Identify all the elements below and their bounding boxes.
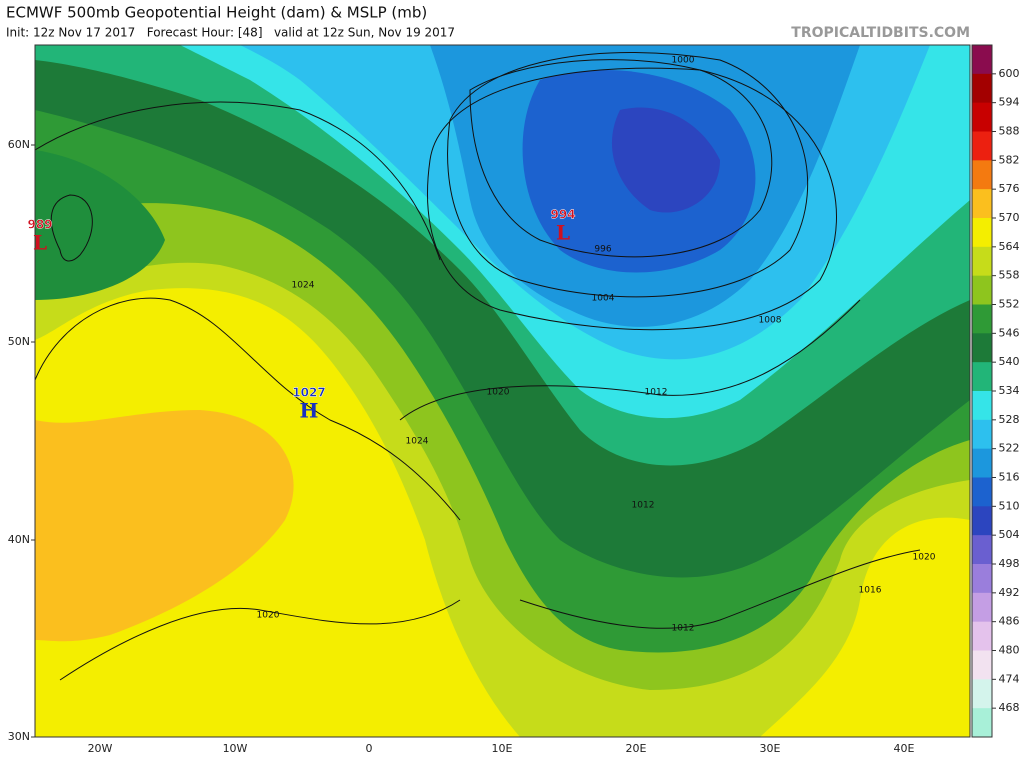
site-name: TROPICALTIDBITS.COM bbox=[791, 25, 970, 41]
colorbar-cell bbox=[972, 45, 992, 75]
colorbar-cell bbox=[972, 246, 992, 277]
lat-label: 40N bbox=[8, 533, 30, 546]
colorbar-cell bbox=[972, 391, 992, 421]
colorbar-label: 522 bbox=[999, 442, 1020, 455]
colorbar-label: 498 bbox=[999, 557, 1020, 570]
lat-label: 50N bbox=[8, 335, 30, 348]
lat-label: 60N bbox=[8, 138, 30, 151]
colorbar-label: 564 bbox=[999, 240, 1020, 253]
colorbar-cell bbox=[972, 73, 992, 104]
pressure-symbol: L bbox=[556, 221, 570, 245]
colorbar-cell bbox=[972, 275, 992, 305]
isobar-label: 996 bbox=[594, 245, 611, 255]
pressure-symbol: H bbox=[300, 399, 319, 423]
colorbar-cell bbox=[972, 650, 992, 680]
colorbar-label: 546 bbox=[999, 326, 1020, 339]
colorbar-cell bbox=[972, 564, 992, 594]
lon-label: 10W bbox=[223, 742, 248, 755]
colorbar-label: 468 bbox=[999, 701, 1020, 714]
pressure-symbol: L bbox=[33, 231, 47, 255]
colorbar-label: 528 bbox=[999, 413, 1020, 426]
colorbar-cell bbox=[972, 592, 992, 623]
isobar-label: 1008 bbox=[759, 316, 782, 326]
colorbar-label: 474 bbox=[999, 672, 1020, 685]
isobar-label: 1004 bbox=[592, 294, 615, 304]
colorbar-cell bbox=[972, 448, 992, 478]
colorbar-cell bbox=[972, 621, 992, 651]
isobar-label: 1012 bbox=[632, 501, 655, 511]
isobar-label: 1020 bbox=[257, 611, 280, 621]
lon-label: 10E bbox=[492, 742, 513, 755]
colorbar-label: 576 bbox=[999, 182, 1020, 195]
lat-label: 30N bbox=[8, 730, 30, 743]
colorbar-cell bbox=[972, 535, 992, 565]
lon-label: 20E bbox=[626, 742, 647, 755]
colorbar-cell bbox=[972, 679, 992, 709]
colorbar-cell bbox=[972, 419, 992, 450]
isobar-label: 1016 bbox=[859, 586, 882, 596]
subtitle: Init: 12z Nov 17 2017 Forecast Hour: [48… bbox=[6, 26, 455, 40]
isobar-label: 1000 bbox=[672, 56, 695, 66]
colorbar-label: 594 bbox=[999, 96, 1020, 109]
pressure-value: 994 bbox=[550, 208, 575, 222]
isobar-label: 1024 bbox=[406, 437, 429, 447]
colorbar-label: 510 bbox=[999, 499, 1020, 512]
lon-label: 40E bbox=[894, 742, 915, 755]
title: ECMWF 500mb Geopotential Height (dam) & … bbox=[6, 4, 427, 22]
colorbar-cell bbox=[972, 362, 992, 392]
colorbar-cell bbox=[972, 189, 992, 219]
colorbar-cell bbox=[972, 333, 992, 363]
colorbar-cell bbox=[972, 131, 992, 161]
isobar-label: 1012 bbox=[645, 388, 668, 398]
colorbar-label: 480 bbox=[999, 644, 1020, 657]
colorbar-label: 540 bbox=[999, 355, 1020, 368]
colorbar-cell bbox=[972, 160, 992, 190]
lon-label: 0 bbox=[366, 742, 373, 755]
lon-label: 30E bbox=[760, 742, 781, 755]
colorbar-label: 552 bbox=[999, 298, 1020, 311]
colorbar-label: 558 bbox=[999, 269, 1020, 282]
isobars bbox=[35, 52, 921, 681]
colorbar-cell bbox=[972, 477, 992, 507]
lon-label: 20W bbox=[88, 742, 113, 755]
colorbar-cell bbox=[972, 708, 992, 738]
colorbar-label: 516 bbox=[999, 471, 1020, 484]
isobar-label: 1020 bbox=[487, 388, 510, 398]
colorbar-label: 504 bbox=[999, 528, 1020, 541]
map-frame bbox=[34, 44, 971, 738]
map bbox=[35, 45, 970, 737]
colorbar-label: 600 bbox=[999, 67, 1020, 80]
colorbar-cell bbox=[972, 304, 992, 334]
colorbar-label: 492 bbox=[999, 586, 1020, 599]
colorbar-label: 588 bbox=[999, 125, 1020, 138]
pressure-value: 989 bbox=[27, 218, 52, 232]
colorbar-label: 534 bbox=[999, 384, 1020, 397]
pressure-value: 1027 bbox=[292, 386, 325, 400]
isobar-label: 1020 bbox=[913, 553, 936, 563]
colorbar-label: 582 bbox=[999, 153, 1020, 166]
isobar-label: 1012 bbox=[672, 624, 695, 634]
colorbar-label: 570 bbox=[999, 211, 1020, 224]
colorbar-label: 486 bbox=[999, 615, 1020, 628]
isobar-label: 1024 bbox=[292, 281, 315, 291]
colorbar-cell bbox=[972, 102, 992, 132]
colorbar-cell bbox=[972, 506, 992, 536]
colorbar-cell bbox=[972, 218, 992, 248]
